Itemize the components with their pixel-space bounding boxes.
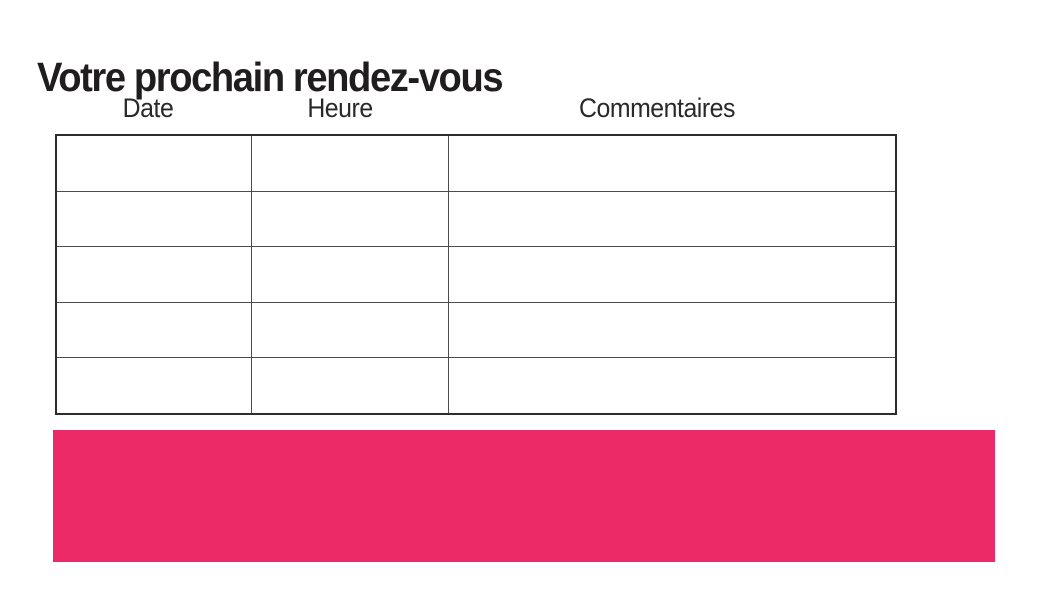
table-row (55, 190, 897, 248)
table-cell (447, 246, 897, 303)
table-cell (250, 190, 449, 248)
table-cell (55, 246, 252, 303)
table-cell (250, 246, 449, 303)
table-row (55, 246, 897, 303)
table-row (55, 357, 897, 415)
page-title: Votre prochain rendez-vous (37, 54, 504, 101)
table-cell (447, 190, 897, 248)
table-cell (250, 357, 449, 415)
table-cell (250, 301, 449, 359)
table-cell (55, 357, 252, 415)
table-cell (447, 357, 897, 415)
column-header-commentaires: Commentaires (579, 93, 735, 123)
table-cell (55, 301, 252, 359)
table-cell (55, 134, 252, 192)
table-row (55, 301, 897, 359)
table-row (55, 134, 897, 192)
banner-block (53, 430, 995, 562)
table-cell (55, 190, 252, 248)
column-header-heure: Heure (307, 93, 373, 123)
appointments-table (55, 134, 897, 415)
table-cell (447, 301, 897, 359)
column-header-date: Date (122, 93, 174, 123)
table-cell (250, 134, 449, 192)
table-cell (447, 134, 897, 192)
